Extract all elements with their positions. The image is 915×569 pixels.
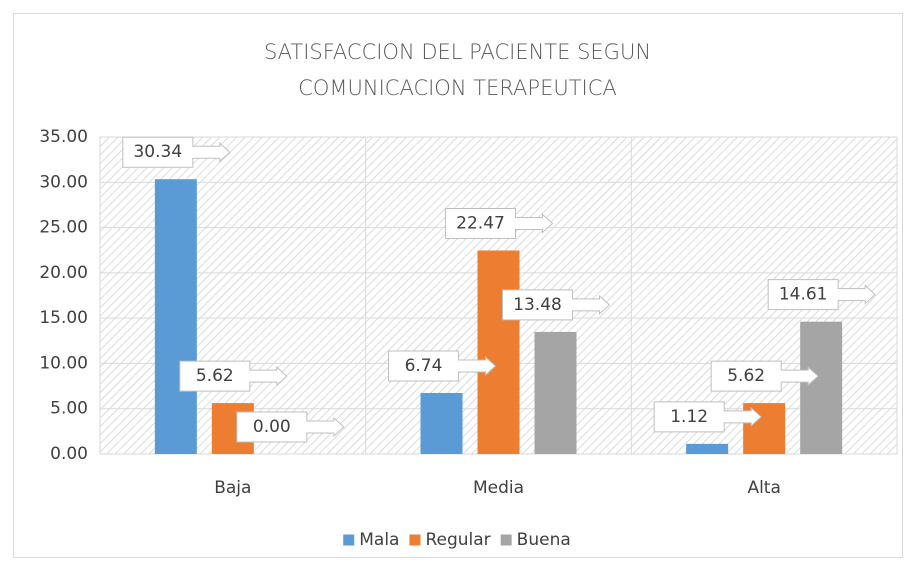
bar <box>686 443 729 454</box>
y-tick-label: 0.00 <box>50 444 88 464</box>
legend-label: Mala <box>359 530 399 550</box>
data-label: 14.61 <box>779 285 828 305</box>
data-label: 6.74 <box>405 356 443 376</box>
x-tick-label: Media <box>473 478 524 498</box>
y-tick-label: 15.00 <box>39 308 88 328</box>
data-label-callout <box>445 207 554 239</box>
data-label-callout <box>653 401 762 433</box>
data-label-callout <box>502 289 611 321</box>
bar <box>420 392 463 454</box>
y-tick-label: 5.00 <box>50 399 88 419</box>
legend-label: Regular <box>425 530 490 550</box>
x-tick-label: Alta <box>747 478 780 498</box>
data-label: 0.00 <box>253 417 291 437</box>
chart-title: SATISFACCION DEL PACIENTE SEGUN COMUNICA… <box>263 40 652 100</box>
data-label-callout <box>388 350 497 382</box>
y-tick-label: 20.00 <box>39 263 88 283</box>
legend-swatch <box>409 534 421 546</box>
legend-label: Buena <box>517 530 571 550</box>
y-tick-label: 10.00 <box>39 353 88 373</box>
legend-swatch <box>343 534 355 546</box>
data-label: 5.62 <box>727 366 765 386</box>
y-tick-label: 35.00 <box>39 127 88 147</box>
data-label: 13.48 <box>513 295 562 315</box>
data-label-callout <box>767 279 876 311</box>
data-label: 1.12 <box>670 407 708 427</box>
data-label: 22.47 <box>456 213 505 233</box>
bar <box>800 321 843 454</box>
y-tick-label: 25.00 <box>39 218 88 238</box>
data-label: 5.62 <box>196 366 234 386</box>
data-label-callout <box>710 360 819 392</box>
bar <box>477 250 520 454</box>
bar <box>154 179 197 454</box>
data-label-callout <box>236 411 345 443</box>
data-label: 30.34 <box>133 142 182 162</box>
data-label-callout <box>122 136 231 168</box>
data-label-callout <box>179 360 288 392</box>
x-tick-label: Baja <box>214 478 251 498</box>
bar <box>534 331 577 454</box>
y-tick-label: 30.00 <box>39 172 88 192</box>
legend-swatch <box>500 534 512 546</box>
